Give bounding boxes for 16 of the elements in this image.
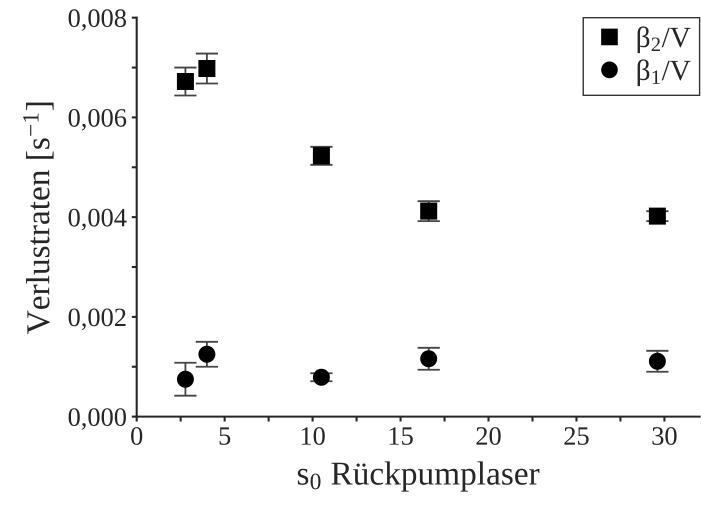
x-tick-label: 15	[390, 427, 413, 445]
x-tick-label: 0	[131, 427, 142, 445]
y-tick-label: 0,008	[68, 9, 126, 31]
y-tick-label: 0,004	[68, 208, 127, 230]
x-tick-label: 25	[564, 427, 589, 445]
y-tick-label: 0,006	[68, 109, 126, 131]
x-tick-label: 5	[220, 427, 230, 445]
x-tick-label: 20	[476, 427, 501, 445]
y-tick-label: 0,002	[68, 308, 126, 330]
x-axis-title: s$_{0}$ Rückpumplaser	[298, 461, 540, 492]
y-tick-label: 0,000	[68, 408, 126, 430]
x-tick-label: 30	[652, 427, 677, 445]
x-tick-label: 10	[302, 427, 325, 445]
legend-label: β$_{1}$/V	[638, 59, 691, 86]
legend-label: β$_{2}$/V	[638, 26, 691, 54]
y-axis-title: Verlustraten [s$^{−1}$]	[23, 102, 54, 334]
